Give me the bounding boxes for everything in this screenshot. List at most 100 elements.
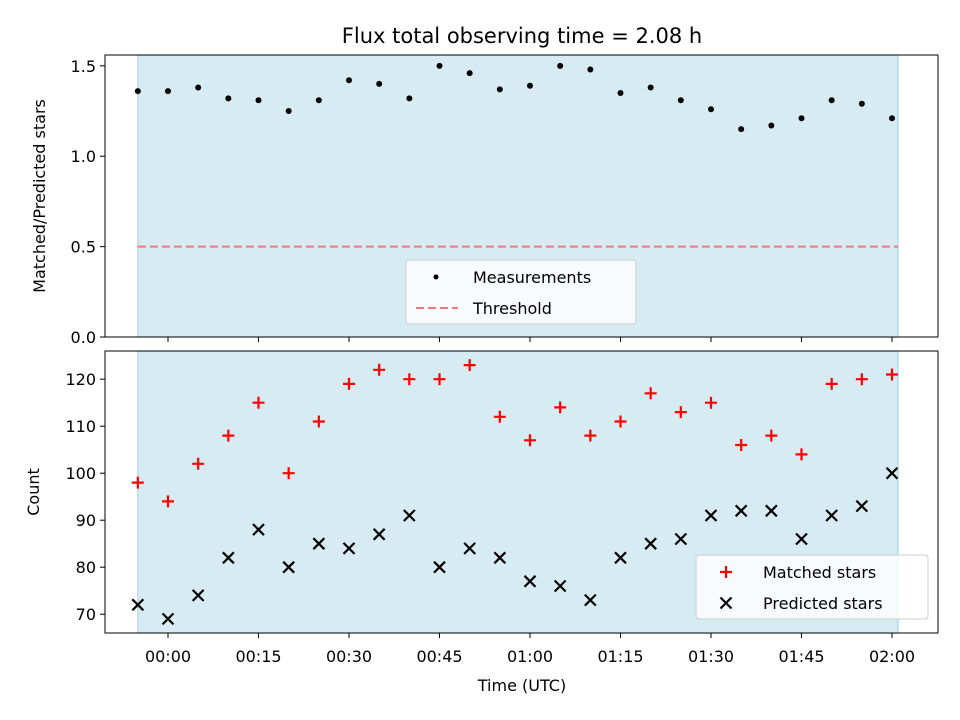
- measurement-point: [798, 115, 805, 122]
- predicted-stars-point: [493, 551, 507, 565]
- predicted-stars-point: [403, 509, 416, 522]
- matched-stars-point: [795, 448, 808, 461]
- matched-stars-point: [886, 368, 898, 381]
- bottom-y-axis-label: Count: [24, 468, 43, 516]
- predicted-stars-point: [704, 509, 718, 522]
- matched-stars-point: [343, 377, 355, 390]
- chart-title: Flux total observing time = 2.08 h: [342, 24, 702, 48]
- predicted-stars-point: [644, 537, 657, 550]
- legend-label: Measurements: [473, 268, 591, 287]
- predicted-stars-point: [252, 523, 265, 536]
- measurement-point: [617, 89, 624, 96]
- predicted-stars-point: [312, 537, 326, 550]
- predicted-stars-point: [372, 528, 386, 541]
- bottom-y-tick-label: 70: [76, 605, 96, 624]
- predicted-stars-point: [614, 551, 627, 565]
- matched-stars-point: [644, 387, 657, 400]
- predicted-stars-point: [825, 509, 838, 522]
- measurement-point: [828, 97, 835, 104]
- bottom-y-tick-label: 80: [76, 558, 96, 577]
- legend-label: Matched stars: [763, 563, 876, 582]
- matched-stars-point: [252, 396, 265, 409]
- matched-stars-point: [674, 406, 687, 419]
- x-tick-label: 00:30: [326, 647, 372, 666]
- predicted-stars-point: [191, 589, 205, 602]
- predicted-stars-point: [734, 504, 748, 518]
- matched-stars-point: [855, 373, 868, 386]
- measurement-point: [647, 84, 654, 91]
- measurement-point: [315, 97, 322, 104]
- measurement-point: [406, 95, 413, 102]
- measurement-point: [768, 122, 775, 129]
- matched-stars-point: [433, 373, 446, 386]
- legend-measurements-marker: [433, 274, 439, 280]
- measurement-point: [225, 95, 232, 102]
- predicted-stars-point: [553, 579, 567, 593]
- matched-stars-point: [373, 363, 386, 376]
- bottom-panel: 70 80 90 100 110 120 00:00 00:15 00:30 00:45 01:00…: [65, 350, 939, 666]
- measurement-point: [587, 66, 594, 73]
- matched-stars-point: [614, 415, 627, 428]
- matched-stars-point: [524, 434, 536, 447]
- x-tick-label: 01:45: [778, 647, 824, 666]
- predicted-stars-point: [282, 560, 295, 574]
- predicted-stars-point: [674, 532, 688, 546]
- predicted-stars-point: [885, 466, 899, 480]
- bottom-axes-frame: [104, 350, 939, 634]
- measurement-point: [708, 106, 714, 113]
- predicted-stars-point: [584, 593, 597, 607]
- x-tick-label: 01:00: [507, 647, 553, 666]
- predicted-stars-point: [433, 560, 446, 574]
- x-tick-label: 01:30: [688, 647, 734, 666]
- bottom-legend-box: [695, 554, 929, 620]
- predicted-stars-point: [463, 542, 476, 555]
- measurement-point: [527, 82, 533, 89]
- predicted-stars-point: [222, 551, 235, 565]
- matched-stars-point: [584, 429, 597, 442]
- bottom-y-tick-label: 100: [65, 464, 96, 483]
- matched-stars-point: [735, 439, 748, 451]
- measurement-point: [738, 126, 745, 133]
- top-axes-frame: [104, 54, 939, 338]
- matched-stars-point: [192, 457, 205, 470]
- matched-stars-point: [282, 467, 295, 480]
- measurement-point: [466, 70, 473, 77]
- measurement-point: [557, 62, 564, 69]
- matched-stars-point: [554, 401, 567, 414]
- bottom-y-tick-label: 90: [76, 511, 96, 530]
- x-tick-label: 02:00: [869, 647, 915, 666]
- matched-stars-point: [312, 415, 325, 428]
- legend-label: Threshold: [472, 299, 552, 318]
- x-tick-label: 01:15: [597, 647, 643, 666]
- matched-stars-point: [705, 396, 717, 409]
- measurement-point: [255, 97, 262, 104]
- top-legend-box: [405, 259, 637, 325]
- x-tick-label: 00:45: [416, 647, 462, 666]
- matched-stars-point: [131, 476, 144, 489]
- matched-stars-point: [463, 359, 476, 372]
- measurement-point: [496, 86, 503, 93]
- measurement-point: [889, 115, 895, 122]
- measurement-point: [376, 80, 383, 87]
- predicted-stars-point: [795, 532, 808, 546]
- top-y-tick-label: 0.0: [71, 328, 96, 347]
- top-y-tick-label: 1.0: [71, 147, 96, 166]
- top-y-axis-label: Matched/Predicted stars: [30, 99, 49, 293]
- x-axis-label: Time (UTC): [477, 676, 566, 695]
- legend-predicted-marker: [719, 596, 733, 610]
- measurement-point: [677, 97, 684, 104]
- measurement-point: [858, 100, 865, 107]
- top-y-tick-label: 1.5: [71, 57, 96, 76]
- measurement-point: [436, 62, 443, 69]
- predicted-stars-point: [161, 612, 175, 626]
- bottom-y-tick-label: 110: [65, 417, 96, 436]
- top-panel: 0.0 0.5 1.0 1.5 Measurements Threshold: [71, 54, 939, 347]
- matched-stars-point: [765, 429, 778, 442]
- x-tick-label: 00:15: [235, 647, 281, 666]
- measurement-point: [285, 108, 292, 115]
- predicted-stars-point: [765, 504, 778, 518]
- bottom-y-tick-label: 120: [65, 370, 96, 389]
- matched-stars-point: [825, 377, 838, 390]
- measurement-point: [346, 77, 352, 84]
